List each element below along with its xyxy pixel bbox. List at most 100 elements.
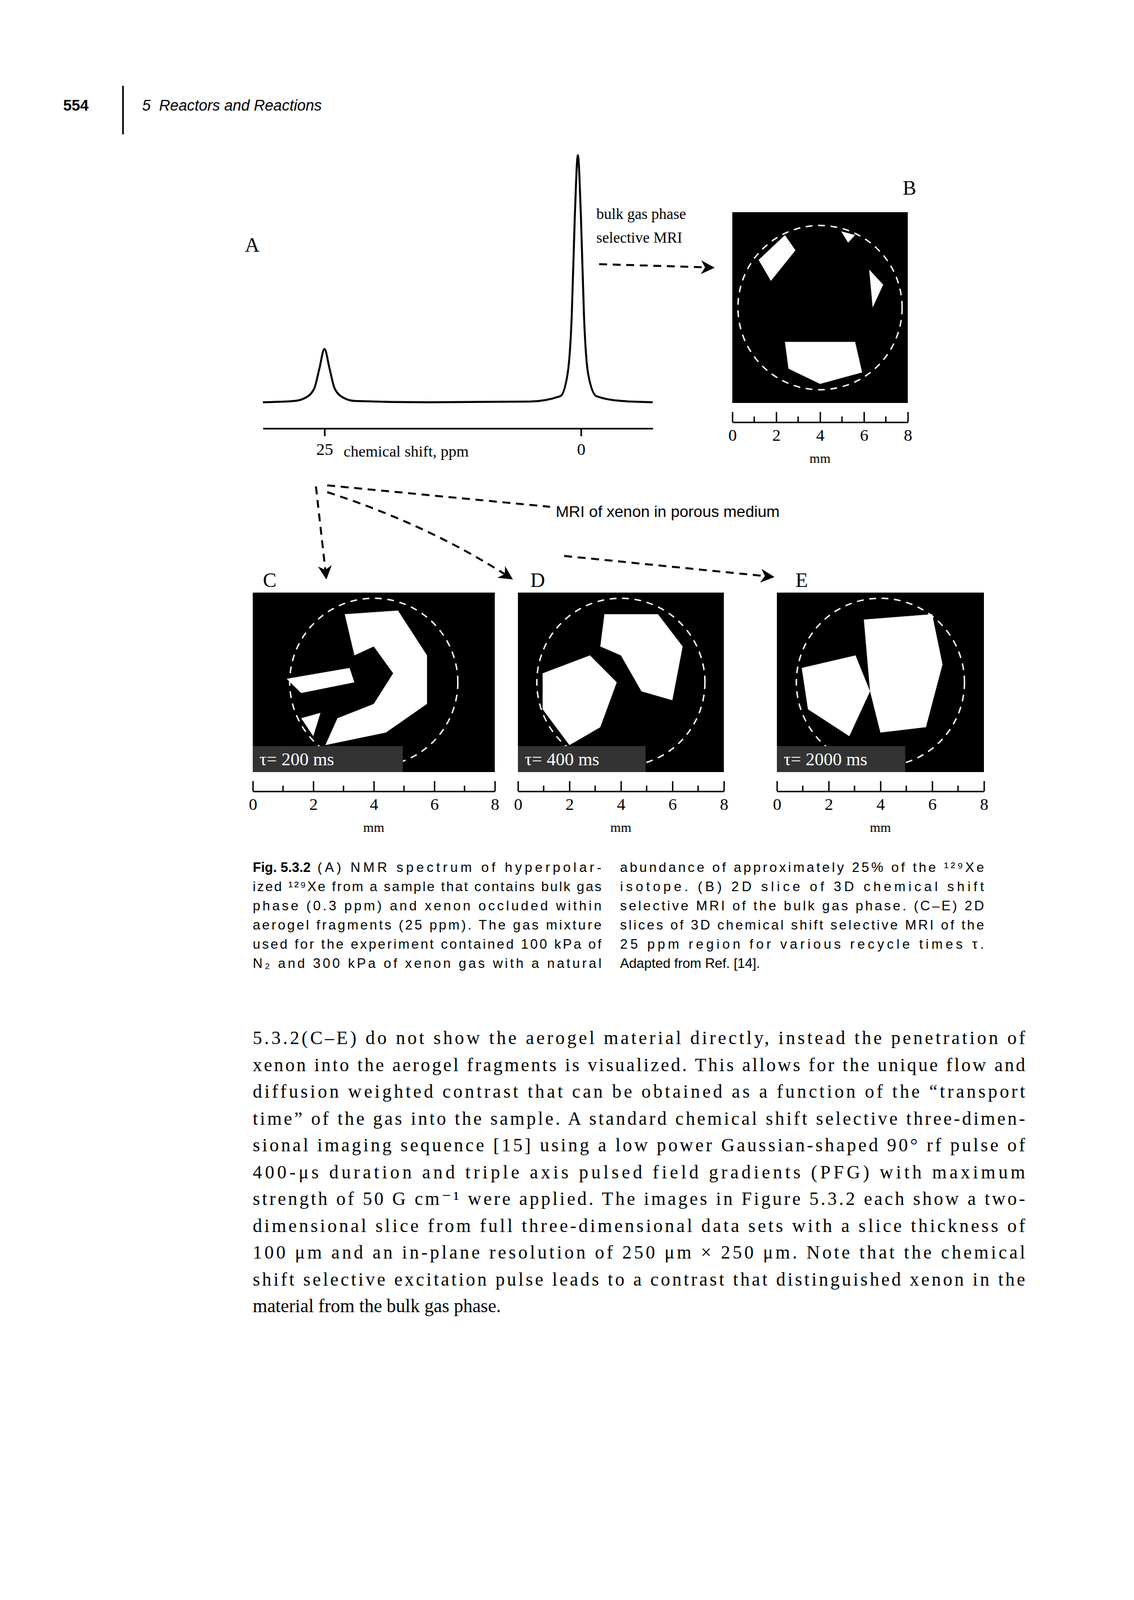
minor-tick-mark bbox=[957, 785, 960, 791]
caption-label: Fig. 5.3.2 bbox=[252, 859, 311, 875]
tick-mark bbox=[907, 411, 909, 423]
tick-mark bbox=[932, 780, 934, 791]
tick-mark bbox=[517, 780, 520, 791]
plot-area bbox=[262, 155, 653, 403]
minor-tick-mark bbox=[753, 416, 756, 423]
body-line: time” of the gas into the sample. A stan… bbox=[252, 1108, 1026, 1129]
tick: 25 bbox=[316, 428, 334, 459]
xenon-signal bbox=[301, 712, 321, 736]
minor-tick-mark bbox=[841, 416, 843, 423]
body-line: 400-μs duration and triple axis pulsed f… bbox=[252, 1161, 1026, 1183]
tick: 6 bbox=[859, 411, 869, 445]
header-rule bbox=[122, 85, 125, 135]
caption-line: ized ¹²⁹Xe from a sample that contains b… bbox=[252, 878, 602, 894]
tick-label: 0 bbox=[513, 794, 523, 813]
tick: 4 bbox=[617, 780, 626, 813]
body-line: dimensional slice from full three-dimens… bbox=[252, 1215, 1026, 1236]
tick-label: 4 bbox=[816, 425, 825, 445]
tick-mark bbox=[671, 780, 674, 791]
xenon-signal bbox=[869, 269, 884, 308]
body-line: xenon into the aerogel fragments is visu… bbox=[252, 1054, 1026, 1075]
tick-mark bbox=[313, 780, 315, 791]
tick: 2 bbox=[309, 780, 318, 813]
dashed-arrow bbox=[315, 486, 327, 577]
tick: 6 bbox=[928, 780, 937, 813]
tick-label: 0 bbox=[728, 425, 737, 445]
xenon-signal bbox=[542, 655, 617, 745]
axis-title: chemical shift, ppm bbox=[343, 442, 469, 460]
minor-tick-mark bbox=[463, 785, 466, 791]
mri-image bbox=[732, 212, 908, 403]
tick-mark bbox=[569, 780, 571, 791]
tick-label: 6 bbox=[668, 794, 678, 813]
label-strip bbox=[517, 745, 646, 772]
tick-mark bbox=[983, 780, 986, 791]
minor-tick-mark bbox=[802, 785, 804, 791]
minor-tick-mark bbox=[542, 785, 545, 791]
dashed-arrow bbox=[327, 485, 551, 507]
tick: 0 bbox=[248, 780, 258, 813]
scale-bar: 02468 bbox=[772, 780, 989, 813]
tick: 4 bbox=[370, 780, 379, 813]
dashed-arrow bbox=[564, 555, 772, 577]
tick: 6 bbox=[430, 780, 439, 813]
body-line: sional imaging sequence [15] using a low… bbox=[252, 1134, 1026, 1155]
tick: 8 bbox=[979, 780, 989, 813]
caption-line: Adapted from Ref. [14]. bbox=[620, 955, 760, 971]
tick-label: 4 bbox=[876, 794, 886, 813]
scale-unit: mm bbox=[363, 819, 385, 835]
tick: 0 bbox=[728, 411, 737, 445]
minor-tick-mark bbox=[853, 785, 856, 791]
minor-tick-mark bbox=[403, 785, 406, 791]
scale-bar: 0 2 4 6 8 bbox=[248, 780, 500, 813]
page-background bbox=[0, 0, 1134, 1600]
tick: 2 bbox=[565, 780, 574, 813]
caption-line: used for the experiment contained 100 kP… bbox=[252, 935, 602, 952]
caption-line: phase (0.3 ppm) and xenon occluded withi… bbox=[252, 897, 602, 913]
caption-line: isotope. (B) 2D slice of 3D chemical shi… bbox=[620, 878, 984, 894]
tick-mark bbox=[252, 780, 254, 791]
scale-bar: 0 2 4 68 bbox=[728, 411, 913, 445]
tick-mark bbox=[580, 428, 583, 437]
body-line: 100 μm and an in-plane resolution of 250… bbox=[252, 1241, 1026, 1263]
tick: 8 bbox=[490, 780, 500, 813]
minor-tick-mark bbox=[905, 785, 908, 791]
minor-tick-mark bbox=[594, 785, 597, 791]
minor-tick-mark bbox=[697, 785, 700, 791]
tick-mark bbox=[433, 780, 436, 791]
sample-outline bbox=[537, 598, 706, 767]
tick: 8 bbox=[903, 411, 913, 445]
arrow-label: MRI of xenon in porous medium bbox=[555, 502, 780, 521]
panel-label: C bbox=[262, 568, 277, 592]
label-strip bbox=[252, 745, 403, 772]
tick-label: 2 bbox=[772, 425, 781, 445]
tick: 4 bbox=[816, 411, 825, 445]
page: 5545 Reactors and ReactionsA250chemical … bbox=[0, 0, 1134, 1600]
tick: 2 bbox=[772, 411, 781, 445]
tick-label: 6 bbox=[928, 794, 937, 813]
minor-tick-mark bbox=[645, 785, 648, 791]
scale-unit: mm bbox=[610, 819, 632, 835]
tau-label: τ= 400 ms bbox=[524, 748, 600, 769]
minor-tick-mark bbox=[282, 785, 284, 791]
xenon-signal bbox=[758, 235, 796, 281]
tick-mark bbox=[620, 780, 623, 791]
tick-mark bbox=[819, 411, 822, 423]
body-line: 5.3.2(C–E) do not show the aerogel mater… bbox=[252, 1027, 1026, 1049]
tick-label: 2 bbox=[309, 794, 318, 813]
mri-image bbox=[517, 592, 724, 772]
panel-label: B bbox=[902, 176, 917, 200]
tick-mark bbox=[731, 411, 734, 423]
axis-line bbox=[263, 427, 654, 430]
body-line: strength of 50 G cm⁻¹ were applied. The … bbox=[252, 1188, 1026, 1209]
tick-mark bbox=[373, 780, 376, 791]
sample-outline bbox=[796, 598, 965, 767]
xenon-signal bbox=[286, 667, 355, 694]
tick-label: 4 bbox=[617, 794, 626, 813]
mri-image bbox=[776, 592, 984, 772]
body-line: shift selective excitation pulse leads t… bbox=[252, 1268, 1026, 1290]
minor-tick-mark bbox=[885, 416, 887, 423]
annotation: selective MRI bbox=[596, 229, 683, 246]
image-panel: Cτ= 200 ms02468mm bbox=[248, 568, 500, 835]
tick-label: 2 bbox=[824, 794, 834, 813]
